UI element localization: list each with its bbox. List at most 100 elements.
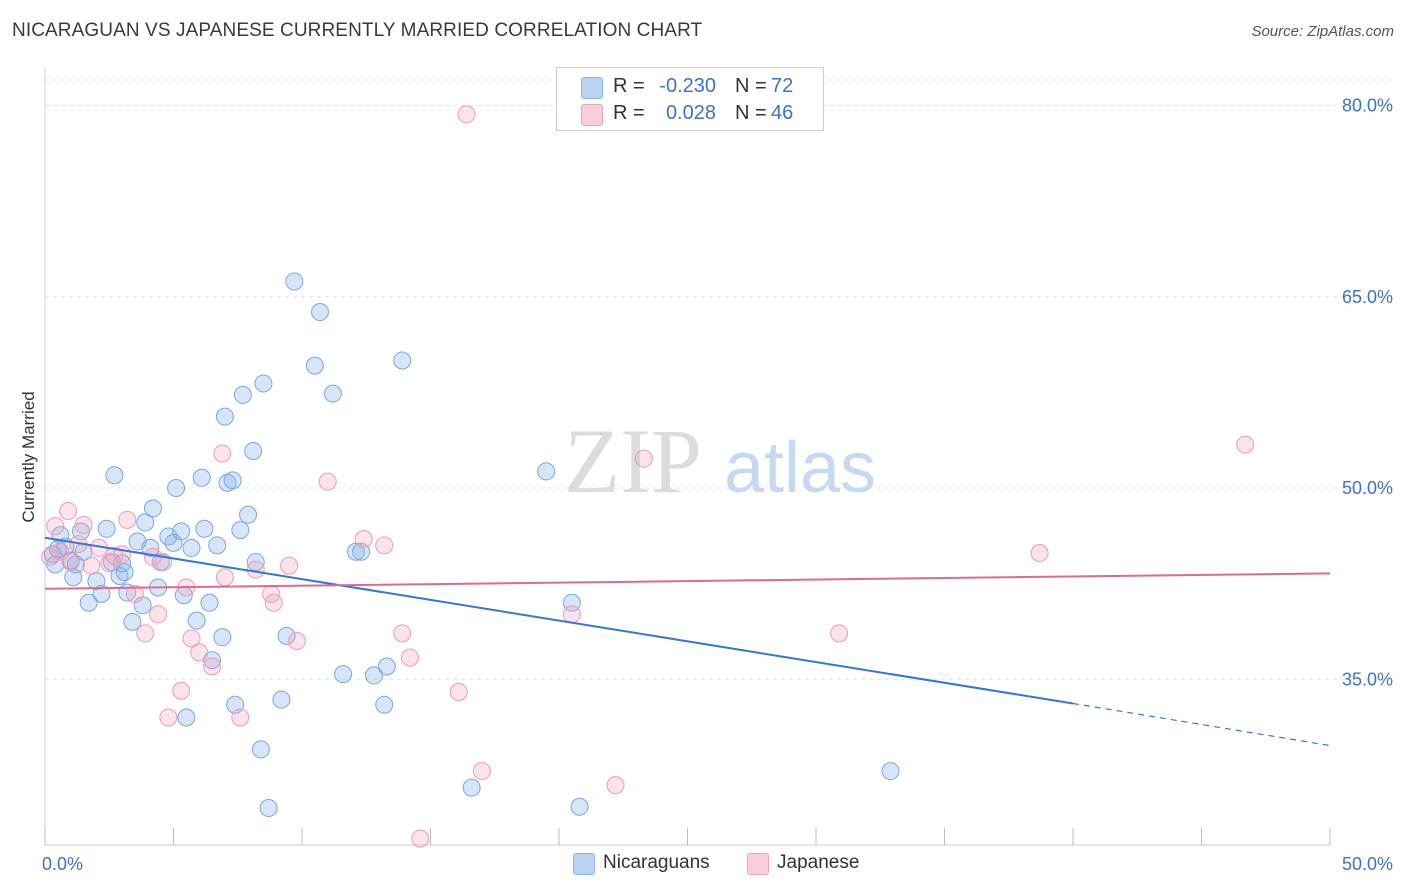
nicaraguan-point — [272, 690, 291, 709]
japanese-point — [213, 444, 232, 463]
japanese-point — [1236, 435, 1255, 454]
japanese-point — [136, 624, 155, 643]
y-axis-label: Currently Married — [19, 391, 38, 522]
japanese-point — [59, 501, 78, 520]
nicaraguan-point — [246, 552, 265, 571]
nicaraguan-point — [92, 584, 111, 603]
japanese-point — [280, 556, 299, 575]
japanese-trend-line — [44, 572, 1331, 590]
nicaraguan-point — [123, 612, 142, 631]
blue-swatch — [573, 853, 595, 875]
tick-labels: 35.0% 50.0% 65.0% 80.0% 0.0% 50.0% — [42, 96, 1393, 875]
nicaraguan-point — [97, 519, 116, 538]
japanese-point — [118, 510, 137, 529]
japanese-point — [215, 568, 234, 587]
japanese-point — [203, 657, 222, 676]
nicaraguan-point — [310, 303, 329, 322]
nicaraguan-point — [143, 499, 162, 518]
y-tick-label: 35.0% — [1342, 669, 1393, 689]
nicaraguan-point — [215, 407, 234, 426]
legend-label: Japanese — [777, 852, 860, 873]
nicaraguan-point — [277, 626, 296, 645]
nicaraguan-point — [537, 462, 556, 481]
nicaraguan-point — [187, 611, 206, 630]
japanese-point — [830, 624, 849, 643]
watermark: ZIP atlas — [564, 410, 876, 512]
japanese-point — [246, 560, 265, 579]
nicaraguan-point — [364, 666, 383, 685]
japanese-point — [287, 632, 306, 650]
japanese-point — [190, 643, 209, 662]
nicaraguan-point — [172, 522, 191, 541]
japanese-point — [318, 472, 337, 491]
japanese-point — [562, 605, 581, 624]
japanese-point — [159, 708, 178, 727]
n-label: N = — [735, 75, 767, 97]
y-tick-label: 80.0% — [1342, 96, 1393, 116]
nicaraguan-point — [136, 513, 155, 532]
x-tick-label: 50.0% — [1342, 854, 1393, 874]
nicaraguan-point — [251, 740, 270, 759]
japanese-point — [41, 547, 60, 566]
japanese-point — [400, 648, 419, 667]
nicaraguan-point — [334, 665, 353, 684]
nicaraguan-point — [259, 799, 278, 818]
nicaraguan-point — [254, 374, 273, 393]
japanese-point — [375, 536, 394, 555]
source-label: Source: ZipAtlas.com — [1251, 23, 1394, 40]
nicaraguan-point — [105, 466, 124, 485]
japanese-point — [606, 776, 625, 795]
pink-swatch — [747, 853, 769, 875]
trend-lines — [44, 536, 1331, 747]
pink-swatch — [581, 104, 603, 126]
japanese-point — [393, 624, 412, 643]
watermark-atlas: atlas — [724, 428, 876, 508]
nicaraguan-point — [244, 442, 263, 461]
nicaraguan-point — [231, 521, 250, 540]
japanese-point — [449, 683, 468, 701]
nicaraguan-point — [182, 538, 201, 557]
n-value: 72 — [771, 75, 794, 97]
japanese-point — [264, 593, 283, 612]
nicaraguan-point — [192, 468, 211, 487]
x-tick-label: 0.0% — [42, 854, 83, 874]
nicaraguan-point — [208, 536, 227, 555]
r-value: -0.230 — [659, 75, 716, 97]
japanese-point — [411, 829, 430, 848]
data-points — [41, 105, 1255, 848]
watermark-zip: ZIP — [564, 410, 702, 512]
nicaraguan-point — [223, 471, 242, 490]
nicaraguan-point — [79, 593, 98, 612]
japanese-point — [1030, 544, 1049, 563]
nicaraguan-point — [881, 762, 900, 781]
japanese-point — [149, 605, 168, 624]
r-label: R = — [613, 75, 645, 97]
nicaraguan-point — [167, 479, 186, 497]
japanese-point — [172, 681, 191, 700]
japanese-point — [46, 517, 65, 536]
japanese-point — [457, 105, 476, 124]
japanese-point — [472, 762, 491, 781]
nicaraguan-point — [375, 695, 394, 714]
n-value: 46 — [771, 102, 794, 124]
japanese-point — [354, 530, 373, 548]
chart-title: NICARAGUAN VS JAPANESE CURRENTLY MARRIED… — [12, 20, 703, 41]
japanese-point — [182, 629, 201, 648]
y-tick-label: 50.0% — [1342, 478, 1393, 498]
nicaraguan-point — [218, 473, 237, 492]
nicaraguan-point — [570, 797, 589, 816]
legend-label: Nicaraguans — [603, 852, 710, 873]
stats-box: R = -0.230 N = 72 R = 0.028 N = 46 — [556, 67, 824, 131]
nicaraguan-point — [195, 519, 214, 538]
nicaraguan-point — [213, 628, 232, 647]
nicaraguan-point — [233, 385, 252, 404]
japanese-point — [634, 449, 653, 468]
nicaraguan-point — [285, 272, 304, 291]
japanese-point — [74, 515, 93, 534]
r-value: 0.028 — [665, 102, 716, 124]
grid-lines — [45, 79, 1392, 680]
nicaraguan-point — [239, 505, 258, 524]
n-label: N = — [735, 102, 767, 124]
nicaraguan-point — [393, 351, 412, 370]
